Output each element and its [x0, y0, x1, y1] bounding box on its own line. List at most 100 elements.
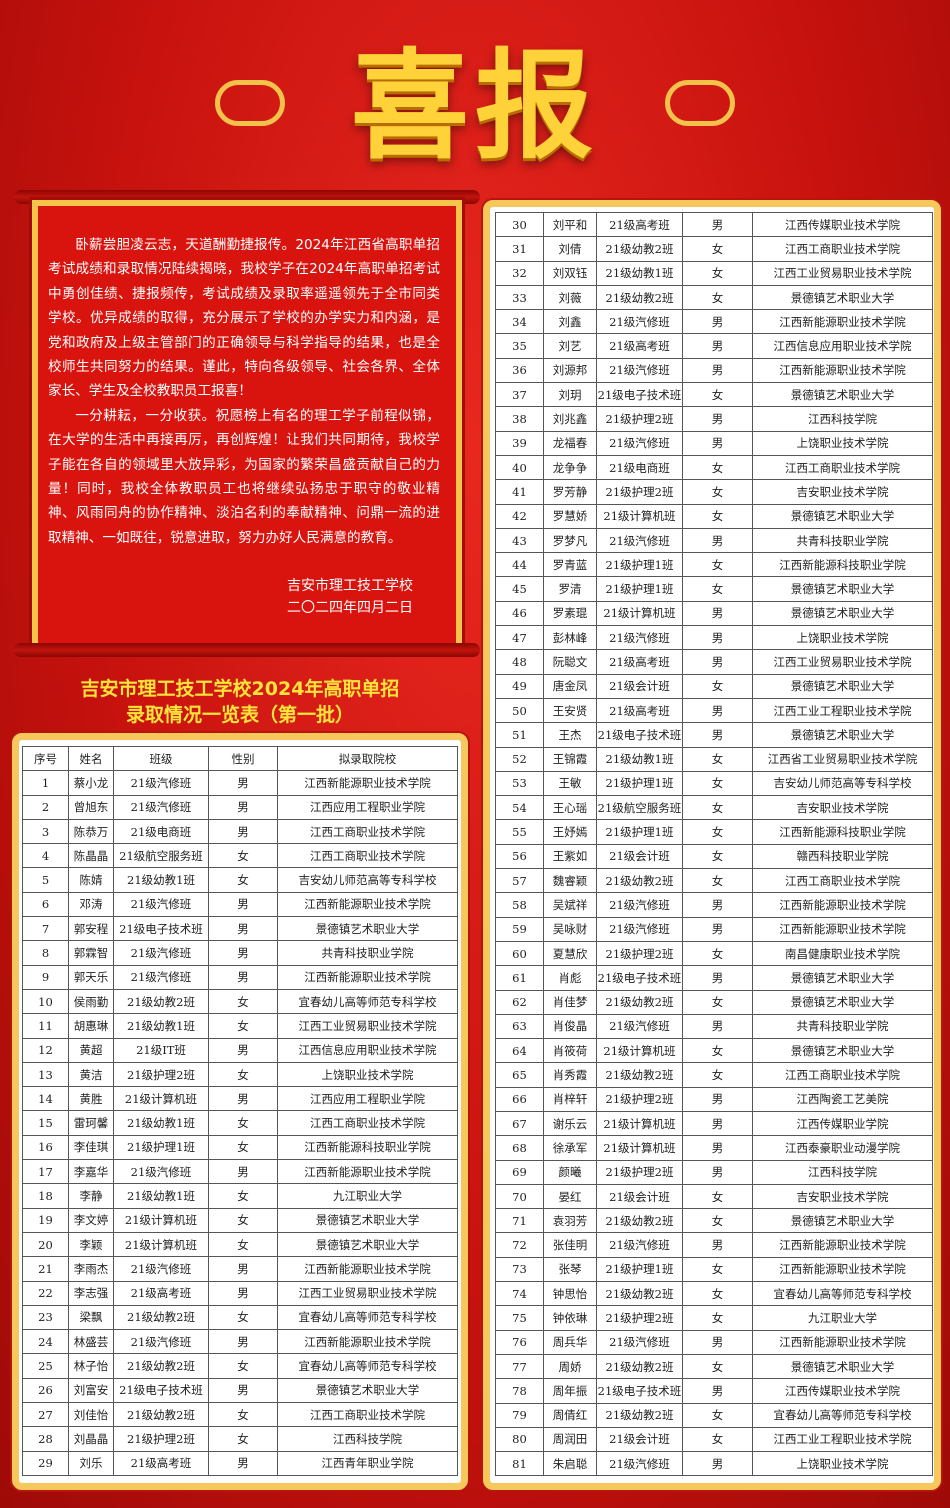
row-number: 32 [495, 260, 544, 286]
gender: 女 [682, 1402, 753, 1428]
class: 21级计算机班 [596, 1110, 683, 1137]
table-row: 54 王心瑶 21级航空服务班女吉安职业技术学院 [495, 795, 933, 821]
gender: 男 [682, 357, 753, 384]
student-name: 刘乐 [68, 1450, 114, 1476]
admitted-school: 江西工商职业技术学院 [752, 236, 933, 262]
gender: 男 [682, 430, 753, 456]
row-number: 31 [495, 236, 544, 262]
gender: 女 [208, 1231, 278, 1258]
row-number: 77 [495, 1353, 544, 1380]
student-name: 朱启聪 [543, 1451, 597, 1477]
student-name: 肖秀霞 [543, 1062, 597, 1088]
header-cell: 姓名 [68, 745, 114, 772]
table-row: 20 李颖 21级计算机班女景德镇艺术职业大学 [22, 1231, 458, 1258]
class: 21级汽修班 [596, 1451, 683, 1477]
table-row: 30 刘平和 21级高考班男江西传媒职业技术学院 [495, 211, 933, 238]
student-name: 雷珂馨 [68, 1110, 114, 1136]
row-number: 12 [22, 1037, 69, 1063]
gender: 女 [682, 989, 753, 1015]
table-row: 71 袁羽芳 21级幼教2班女景德镇艺术职业大学 [495, 1208, 933, 1234]
admitted-school: 江西科技学院 [752, 1159, 933, 1185]
table-row: 17 李嘉华 21级汽修班男江西新能源职业技术学院 [22, 1159, 458, 1185]
gender: 女 [208, 1013, 278, 1039]
admitted-school: 吉安职业技术学院 [752, 1183, 933, 1210]
table-row: 62 肖佳梦 21级幼教2班女景德镇艺术职业大学 [495, 989, 933, 1015]
class: 21级幼教2班 [596, 236, 683, 262]
class: 21级高考班 [113, 1280, 209, 1306]
student-name: 王紫如 [543, 843, 597, 870]
gender: 女 [682, 673, 753, 699]
admitted-school: 江西新能源职业技术学院 [752, 1329, 933, 1355]
gender: 女 [682, 1256, 753, 1283]
class: 21级幼教2班 [596, 989, 683, 1015]
gender: 女 [682, 770, 753, 797]
table-row: 51 王杰 21级电子技术班男景德镇艺术职业大学 [495, 722, 933, 748]
table-row: 18 李静 21级幼教1班女九江职业大学 [22, 1183, 458, 1209]
table-row: 69 颜曦 21级护理2班男江西科技学院 [495, 1159, 933, 1185]
list-title-line: 录取情况一览表（第一批） [125, 704, 354, 726]
admitted-school: 江西省工业贸易职业技术学院 [752, 746, 933, 772]
gender: 男 [208, 1329, 278, 1355]
table-row: 81 朱启聪 21级汽修班男上饶职业技术学院 [495, 1451, 933, 1477]
gender: 女 [208, 1183, 278, 1209]
table-row: 48 阮聪文 21级高考班男江西工业贸易职业技术学院 [495, 649, 933, 675]
student-name: 周润田 [543, 1426, 597, 1453]
row-number: 33 [495, 284, 544, 311]
letter-body: 卧薪尝胆凌云志，天道酬勤捷报传。2024年江西省高职单招考试成绩和录取情况陆续揭… [48, 233, 440, 550]
row-number: 50 [495, 697, 544, 724]
table-row: 14 黄胜 21级计算机班男江西应用工程职业学院 [22, 1086, 458, 1112]
class: 21级汽修班 [113, 964, 209, 990]
table-row: 10 侯雨勤 21级幼教2班女宜春幼儿高等师范专科学校 [22, 988, 458, 1015]
table-row: 61 肖彪 21级电子技术班男景德镇艺术职业大学 [495, 965, 933, 991]
table-row: 15 雷珂馨 21级幼教1班女江西工商职业技术学院 [22, 1110, 458, 1136]
class: 21级幼教1班 [113, 1110, 209, 1136]
class: 21级高考班 [596, 649, 683, 675]
table-row: 39 龙福春 21级汽修班男上饶职业技术学院 [495, 430, 933, 456]
class: 21级幼教1班 [596, 746, 683, 772]
admitted-school: 景德镇艺术职业大学 [752, 1208, 933, 1234]
row-number: 55 [495, 819, 544, 845]
gender: 男 [682, 722, 753, 748]
admitted-school: 江西新能源科技职业学院 [277, 1134, 458, 1161]
gender: 男 [682, 1378, 753, 1404]
gender: 女 [208, 1304, 278, 1331]
gender: 女 [682, 260, 753, 286]
table-row: 58 吴斌祥 21级汽修班男江西新能源职业技术学院 [495, 892, 933, 918]
gender: 男 [208, 818, 278, 845]
class: 21级护理1班 [596, 819, 683, 845]
row-number: 41 [495, 479, 544, 505]
class: 21级电子技术班 [596, 965, 683, 991]
table-row: 78 周年振 21级电子技术班男江西传媒职业技术学院 [495, 1378, 933, 1404]
gender: 男 [682, 1086, 753, 1112]
student-name: 李雨杰 [68, 1256, 114, 1282]
row-number: 4 [22, 843, 69, 869]
student-name: 徐承军 [543, 1135, 597, 1161]
class: 21级汽修班 [113, 794, 209, 820]
class: 21级汽修班 [596, 625, 683, 651]
student-name: 李佳琪 [68, 1134, 114, 1161]
gender: 男 [208, 916, 278, 942]
class: 21级幼教1班 [113, 1183, 209, 1209]
class: 21级计算机班 [596, 503, 683, 529]
student-name: 阮聪文 [543, 649, 597, 675]
student-name: 肖俊晶 [543, 1013, 597, 1040]
student-name: 陈晶晶 [68, 843, 114, 869]
gender: 女 [682, 503, 753, 529]
table-row: 42 罗慧娇 21级计算机班女景德镇艺术职业大学 [495, 503, 933, 529]
class: 21级计算机班 [113, 1231, 209, 1258]
class: 21级幼教2班 [113, 1402, 209, 1428]
student-name: 黄超 [68, 1037, 114, 1063]
row-number: 28 [22, 1426, 69, 1452]
gender: 女 [682, 1062, 753, 1088]
row-number: 48 [495, 649, 544, 675]
admitted-school: 宜春幼儿高等师范专科学校 [277, 1304, 458, 1331]
class: 21级汽修班 [113, 1329, 209, 1355]
gender: 男 [682, 1329, 753, 1355]
table-row: 32 刘双钰 21级幼教1班女江西工业贸易职业技术学院 [495, 260, 933, 286]
table-row: 11 胡惠琳 21级幼教1班女江西工业贸易职业技术学院 [22, 1013, 458, 1039]
admitted-school: 景德镇艺术职业大学 [752, 600, 933, 627]
class: 21级幼教2班 [113, 1304, 209, 1331]
class: 21级计算机班 [113, 1086, 209, 1112]
class: 21级电子技术班 [113, 1377, 209, 1404]
